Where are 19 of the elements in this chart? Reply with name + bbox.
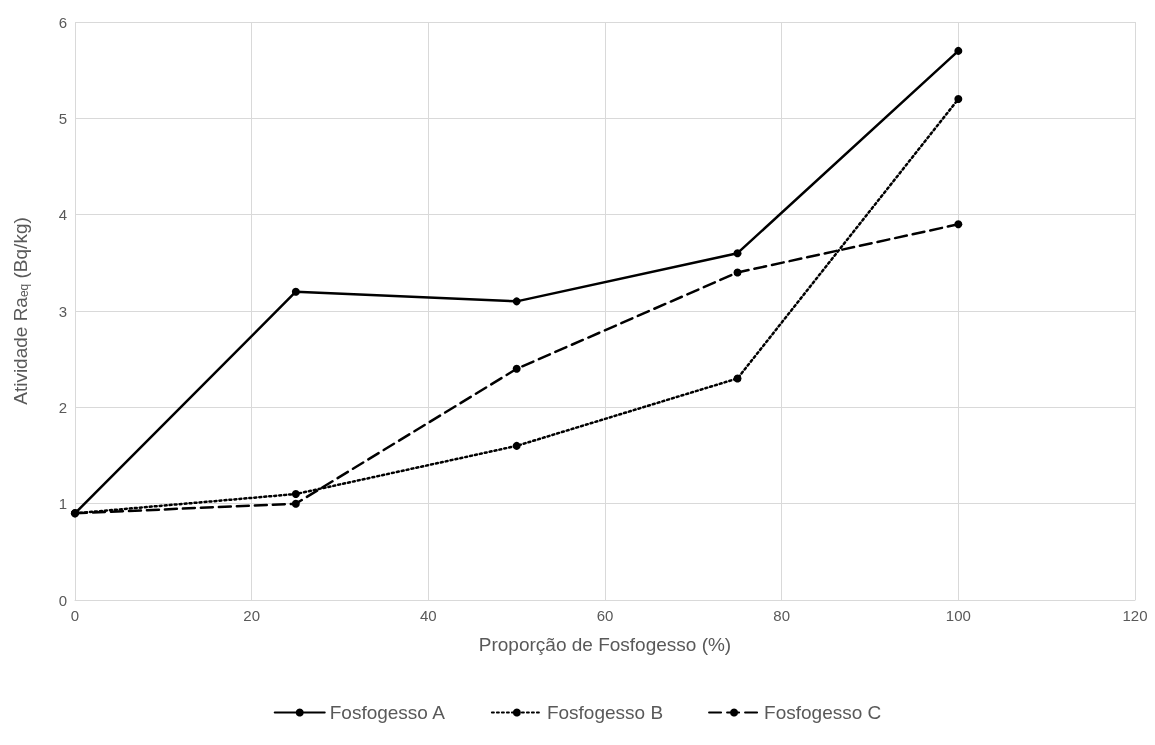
y-tick-label: 2	[58, 398, 67, 416]
y-tick-label: 6	[58, 13, 67, 31]
x-tick-label: 0	[70, 607, 80, 624]
x-tick-label: 100	[945, 607, 971, 624]
legend-label: Fosfogesso A	[329, 702, 446, 723]
y-tick-label: 0	[58, 591, 67, 609]
legend-label: Fosfogesso C	[764, 702, 882, 723]
x-tick-label: 40	[419, 607, 437, 624]
y-axis-title: Atividade Raeq (Bq/kg)	[9, 217, 31, 405]
y-tick-label: 3	[58, 302, 67, 320]
y-tick-label: 1	[58, 495, 67, 513]
y-tick-label: 4	[58, 206, 67, 224]
y-tick-label: 5	[58, 109, 67, 127]
legend-label: Fosfogesso B	[546, 702, 664, 723]
x-tick-label: 60	[596, 607, 614, 624]
x-tick-label: 20	[243, 607, 261, 624]
x-tick-label: 80	[773, 607, 791, 624]
x-tick-label: 120	[1122, 607, 1148, 624]
x-axis-title: Proporção de Fosfogesso (%)	[478, 634, 732, 655]
